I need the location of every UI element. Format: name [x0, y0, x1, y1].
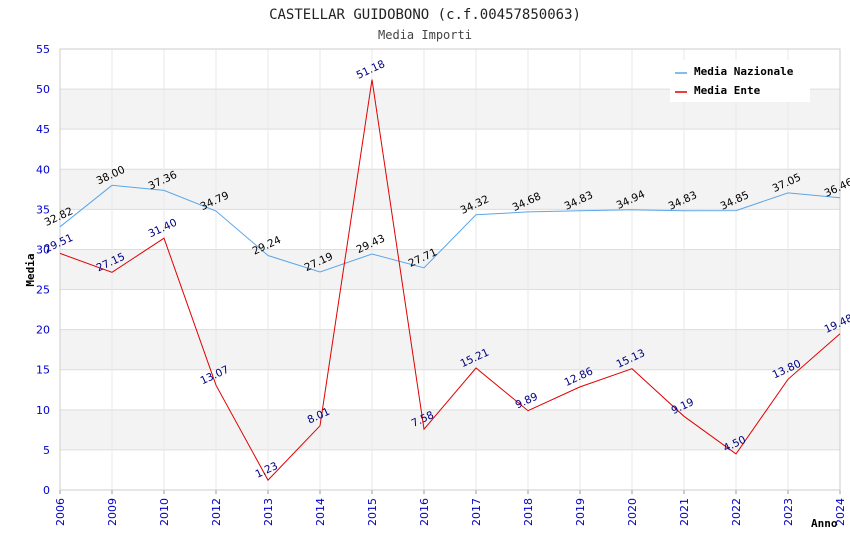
axes	[59, 48, 841, 494]
grid-band	[60, 289, 840, 330]
x-tick-label: 2010	[158, 498, 171, 526]
series-lines	[59, 79, 841, 481]
x-tick-label: 2017	[470, 498, 483, 526]
x-tick-label: 2018	[522, 498, 535, 526]
y-tick-label: 30	[36, 243, 50, 256]
x-tick-label: 2009	[106, 498, 119, 526]
legend-label-media-nazionale: Media Nazionale	[694, 65, 794, 78]
grid-band	[60, 449, 840, 490]
grid-band	[60, 369, 840, 410]
x-tick-label: 2012	[210, 498, 223, 526]
y-tick-labels: 0 5 10 15 20 25 30 35 40 45 50 55	[36, 43, 50, 497]
y-tick-label: 5	[43, 444, 50, 457]
x-tick-label: 2006	[54, 498, 67, 526]
y-tick-label: 10	[36, 404, 50, 417]
grid-band	[60, 129, 840, 170]
chart-title: CASTELLAR GUIDOBONO (c.f.00457850063)	[269, 7, 581, 23]
x-tick-label: 2014	[314, 498, 327, 526]
y-tick-label: 55	[36, 43, 50, 56]
x-tick-label: 2024	[834, 498, 847, 526]
legend-label-media-ente: Media Ente	[694, 84, 761, 97]
series-line-media-nazionale	[59, 184, 841, 273]
y-tick-label: 40	[36, 163, 50, 176]
chart-subtitle: Media Importi	[378, 28, 472, 42]
x-tick-label: 2013	[262, 498, 275, 526]
x-tick-label: 2019	[574, 498, 587, 526]
y-tick-label: 15	[36, 364, 50, 377]
x-axis-label: Anno	[811, 517, 838, 530]
grid-band	[60, 169, 840, 210]
y-tick-label: 20	[36, 324, 50, 337]
grid-band	[60, 329, 840, 370]
legend-box	[670, 60, 810, 102]
x-tick-label: 2023	[782, 498, 795, 526]
y-tick-label: 35	[36, 203, 50, 216]
x-tick-label: 2020	[626, 498, 639, 526]
x-tick-label: 2015	[366, 498, 379, 526]
series-line-media-ente	[59, 79, 841, 481]
y-tick-label: 50	[36, 83, 50, 96]
grid-band	[60, 209, 840, 250]
plot-background	[60, 49, 840, 490]
y-tick-label: 25	[36, 284, 50, 297]
y-tick-label: 45	[36, 123, 50, 136]
x-tick-label: 2016	[418, 498, 431, 526]
x-tick-labels: 2006 2009 2010 2012 2013 2014 2015 2016 2017 2018…	[54, 498, 847, 526]
y-axis-label: Media	[24, 253, 37, 286]
x-tick-label: 2021	[678, 498, 691, 526]
grid-band	[60, 249, 840, 290]
grid-band	[60, 409, 840, 450]
legend: Media Nazionale Media Ente	[670, 60, 810, 102]
x-tick-label: 2022	[730, 498, 743, 526]
y-tick-label: 0	[43, 484, 50, 497]
plot-frame	[59, 48, 841, 491]
